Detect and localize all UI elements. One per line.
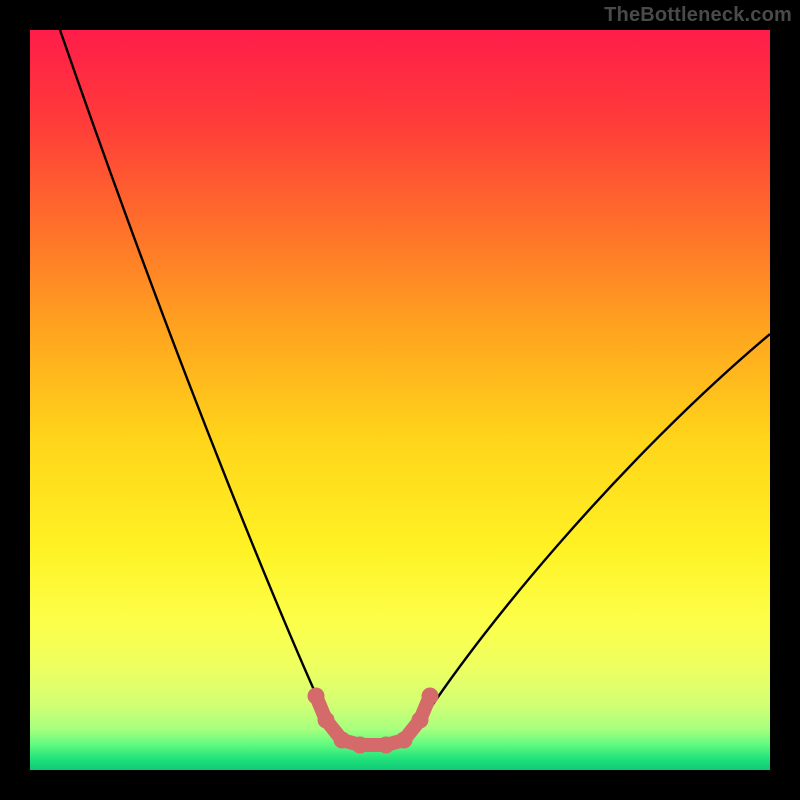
frame-right <box>770 0 800 800</box>
bottleneck-chart: TheBottleneck.com <box>0 0 800 800</box>
optimal-range-dot <box>412 712 429 729</box>
plot-background <box>30 30 770 770</box>
frame-top <box>0 0 800 30</box>
optimal-range-dot <box>378 737 395 754</box>
optimal-range-dot <box>352 737 369 754</box>
optimal-range-dot <box>396 732 413 749</box>
optimal-range-dot <box>308 688 325 705</box>
optimal-range-dot <box>422 688 439 705</box>
optimal-range-dot <box>334 732 351 749</box>
frame-bottom <box>0 770 800 800</box>
chart-svg <box>0 0 800 800</box>
frame-left <box>0 0 30 800</box>
optimal-range-dot <box>318 712 335 729</box>
